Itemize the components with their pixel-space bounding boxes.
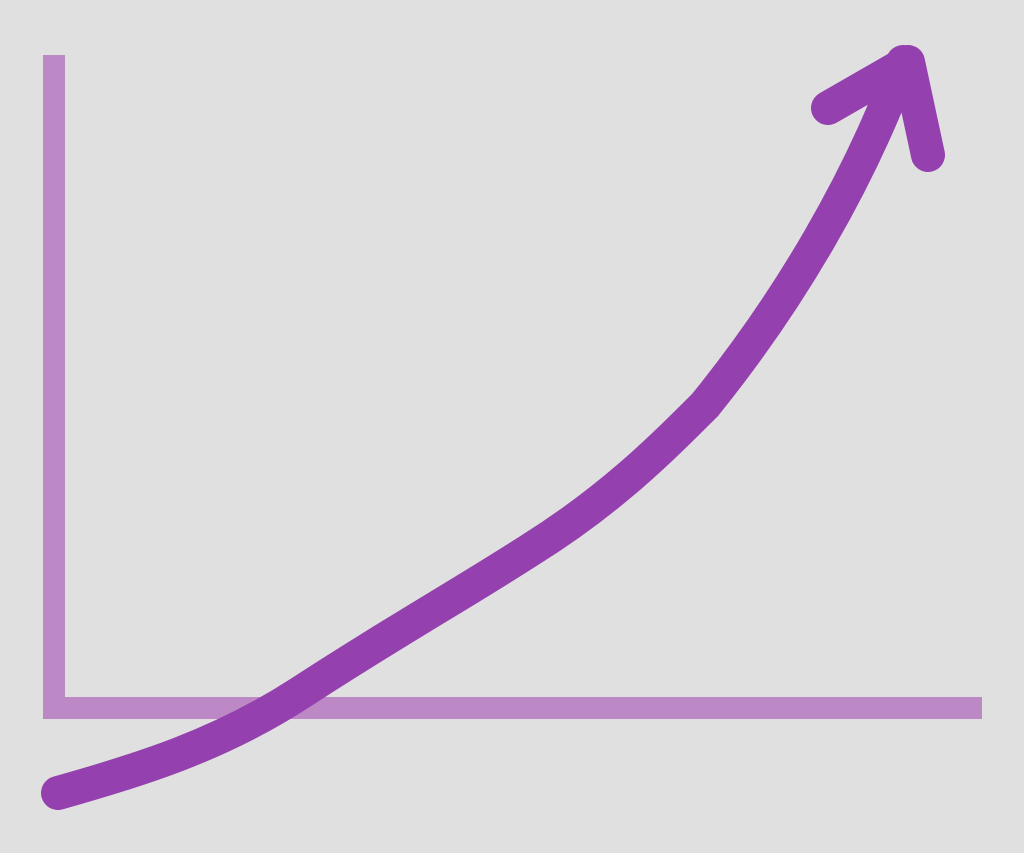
trend-curve: [41, 45, 920, 810]
axes: [43, 55, 982, 719]
arrow-head-icon: [811, 45, 945, 172]
